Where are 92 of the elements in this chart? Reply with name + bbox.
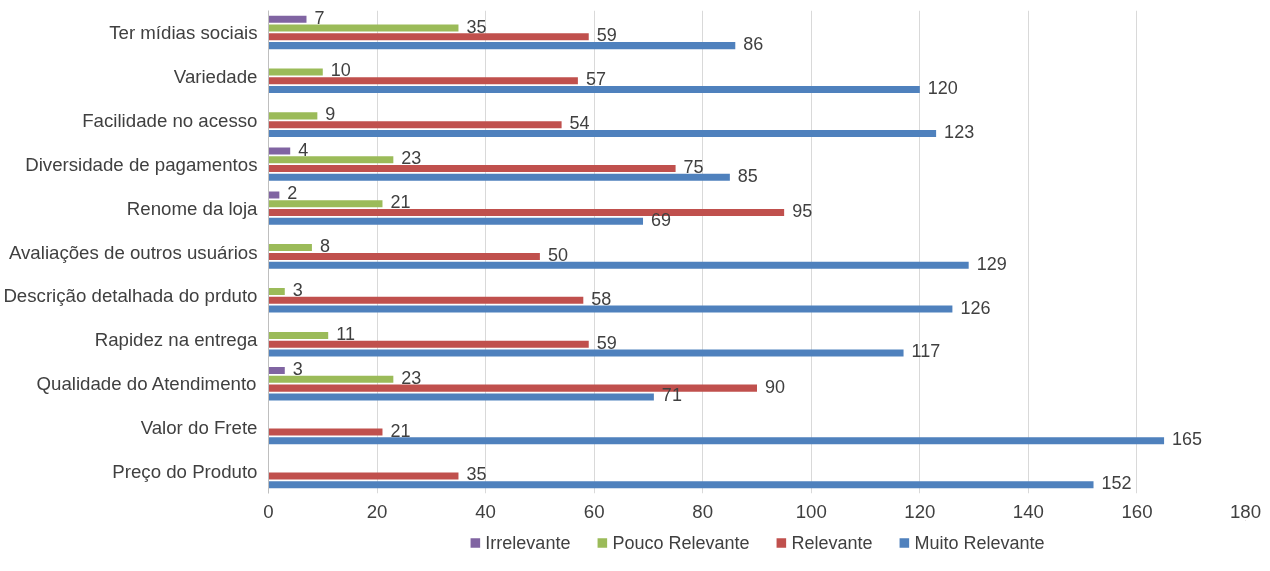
x-tick-label: 140 (1012, 500, 1044, 522)
data-label: 21 (390, 420, 411, 441)
data-label: 129 (976, 253, 1007, 274)
bar (268, 393, 654, 401)
bar (268, 15, 307, 23)
data-label: 4 (298, 139, 309, 160)
y-tick-label: Ter mídias sociais (109, 21, 258, 43)
y-tick-label: Variedade (173, 65, 258, 87)
bar (268, 191, 280, 199)
bar (268, 24, 459, 32)
bar (268, 437, 1165, 445)
bar (268, 340, 589, 348)
bar (268, 481, 1094, 489)
bar (268, 375, 394, 383)
data-label: 95 (792, 200, 813, 221)
data-label: 120 (927, 78, 958, 99)
data-label: 9 (325, 104, 336, 125)
y-tick-label: Renome da loja (126, 197, 259, 219)
y-tick-label: Descrição detalhada do prduto (3, 285, 258, 307)
data-label: 35 (466, 16, 487, 37)
data-label: 35 (466, 464, 487, 485)
x-tick-label: 60 (583, 500, 605, 522)
bar (268, 156, 394, 164)
bar (268, 349, 904, 357)
legend-label: Irrelevante (485, 532, 571, 553)
data-label: 59 (596, 332, 617, 353)
bar (268, 296, 584, 304)
bar (268, 173, 730, 181)
data-label: 57 (585, 69, 606, 90)
bar (268, 68, 323, 76)
y-tick-label: Rapidez na entrega (94, 329, 259, 351)
y-tick-label: Qualidade do Atendimento (36, 373, 257, 395)
data-label: 59 (596, 25, 617, 46)
data-label: 21 (390, 192, 411, 213)
x-tick-label: 120 (904, 500, 936, 522)
data-label: 50 (547, 244, 568, 265)
bar (268, 129, 937, 137)
data-label: 8 (319, 236, 330, 257)
data-label: 85 (737, 165, 758, 186)
x-tick-label: 160 (1121, 500, 1153, 522)
legend-label: Muito Relevante (914, 532, 1045, 553)
x-tick-label: 20 (366, 500, 388, 522)
data-label: 11 (336, 323, 355, 344)
x-tick-label: 180 (1229, 500, 1262, 522)
y-tick-label: Preço do Produto (112, 461, 258, 483)
data-label: 2 (287, 183, 298, 204)
bar (268, 428, 383, 436)
y-tick-label: Facilidade no acesso (82, 109, 258, 131)
legend-label: Pouco Relevante (612, 532, 750, 553)
data-label: 3 (292, 280, 303, 301)
bar (268, 367, 285, 375)
data-label: 23 (401, 148, 422, 169)
y-tick-label: Diversidade de pagamentos (25, 153, 258, 175)
bar (268, 217, 644, 225)
data-label: 165 (1172, 429, 1203, 450)
data-label: 117 (911, 341, 941, 362)
y-tick-label: Valor do Frete (140, 417, 258, 439)
bar (268, 472, 459, 480)
bar (268, 288, 285, 296)
data-label: 90 (765, 376, 786, 397)
bar (268, 147, 291, 155)
data-label: 126 (960, 297, 991, 318)
bar (268, 42, 736, 50)
data-label: 75 (683, 157, 704, 178)
bar (268, 112, 318, 120)
y-tick-label: Avaliações de outros usuários (8, 241, 258, 263)
x-tick-label: 40 (475, 500, 496, 522)
bar (268, 331, 329, 339)
bar (268, 261, 969, 269)
data-label: 23 (401, 367, 422, 388)
data-label: 58 (591, 288, 612, 309)
bar (268, 33, 589, 41)
bar (268, 252, 540, 260)
x-tick-label: 0 (263, 500, 274, 522)
bar (268, 86, 920, 94)
bar (268, 165, 676, 173)
bar (268, 305, 953, 313)
data-label: 123 (944, 121, 975, 142)
data-label: 152 (1101, 473, 1132, 494)
legend-label: Relevante (791, 532, 873, 553)
bar (268, 77, 578, 85)
bar (268, 121, 562, 129)
bar (268, 244, 312, 252)
data-label: 10 (330, 60, 351, 81)
data-label: 86 (743, 34, 764, 55)
x-tick-label: 100 (795, 500, 827, 522)
x-tick-label: 80 (692, 500, 714, 522)
data-label: 69 (651, 209, 672, 230)
data-label: 7 (314, 7, 325, 28)
data-label: 54 (569, 113, 590, 134)
data-label: 3 (292, 359, 303, 380)
bar (268, 200, 383, 208)
